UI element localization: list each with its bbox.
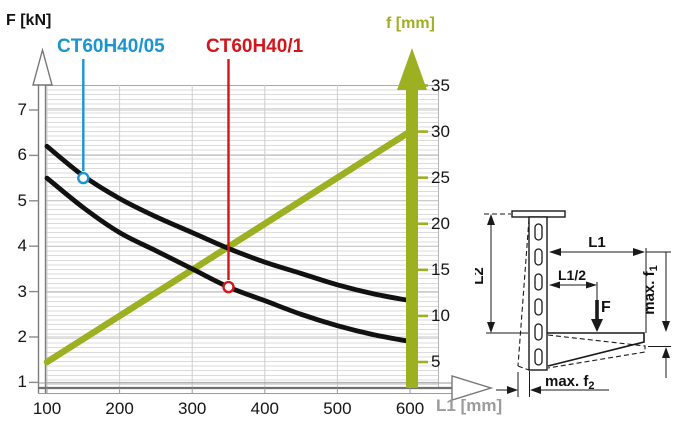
series-label-ct60h40-05: CT60H40/05: [57, 36, 165, 57]
f-mm-tick-label: 35: [431, 75, 450, 95]
series-label-ct60h40-1: CT60H40/1: [206, 36, 304, 57]
x-axis-tick-label: 600: [395, 399, 425, 418]
bracket-diagram: L2 L1 L1/2 F: [475, 210, 671, 397]
deflected-post-dashed: [484, 213, 546, 371]
plot-area: [46, 85, 439, 389]
dim-l2-label: L2: [475, 267, 487, 285]
x-axis-tick-label: 300: [178, 399, 207, 418]
dim-max-f2: max. f2: [496, 371, 609, 397]
dim-l1-half-label: L1/2: [558, 267, 586, 283]
f-axis-tick-label: 4: [17, 236, 27, 256]
x-axis-tick-label: 200: [105, 399, 134, 418]
f-mm-tick-label: 10: [431, 305, 450, 325]
x-axis-tick-label: 100: [32, 399, 62, 418]
f-mm-tick-label: 25: [431, 167, 450, 187]
f-axis-tick-label: 5: [17, 190, 27, 210]
f-axis-tick-label: 3: [17, 281, 27, 301]
f-mm-tick-label: 15: [431, 259, 450, 279]
force-label: F: [601, 299, 611, 316]
post-and-plate: [511, 210, 566, 371]
dim-max-f1: max. f1: [641, 251, 671, 378]
f-mm-tick-label: 5: [431, 352, 441, 371]
cantilever-arm: [547, 332, 646, 369]
f-mm-tick-label: 20: [431, 213, 450, 233]
f-mm-axis-arrowhead-icon: [397, 48, 427, 90]
force-arrow: F: [591, 282, 611, 332]
dim-l1: L1: [549, 234, 647, 333]
dim-max-f1-label: max. f1: [641, 265, 660, 314]
dim-l1-label: L1: [588, 234, 606, 251]
f-axis-tick-label: 1: [17, 372, 27, 392]
dim-l2: L2: [475, 214, 528, 334]
f-mm-tick-label: 30: [431, 121, 450, 141]
dim-max-f2-label: max. f2: [545, 373, 594, 392]
f-axis-tick-label: 7: [17, 100, 27, 119]
right-axis-title: f [mm]: [386, 15, 435, 32]
f-axis-arrowhead-icon: [32, 47, 53, 86]
f-axis-tick-label: 6: [17, 145, 27, 165]
x-axis-title: L1 [mm]: [436, 396, 503, 415]
f-axis-tick-label: 2: [17, 327, 27, 346]
x-axis-tick-label: 500: [323, 399, 352, 418]
left-axis-title: F [kN]: [6, 12, 52, 29]
dim-l1-half: L1/2: [549, 267, 597, 289]
x-axis-tick-label: 400: [250, 399, 279, 418]
